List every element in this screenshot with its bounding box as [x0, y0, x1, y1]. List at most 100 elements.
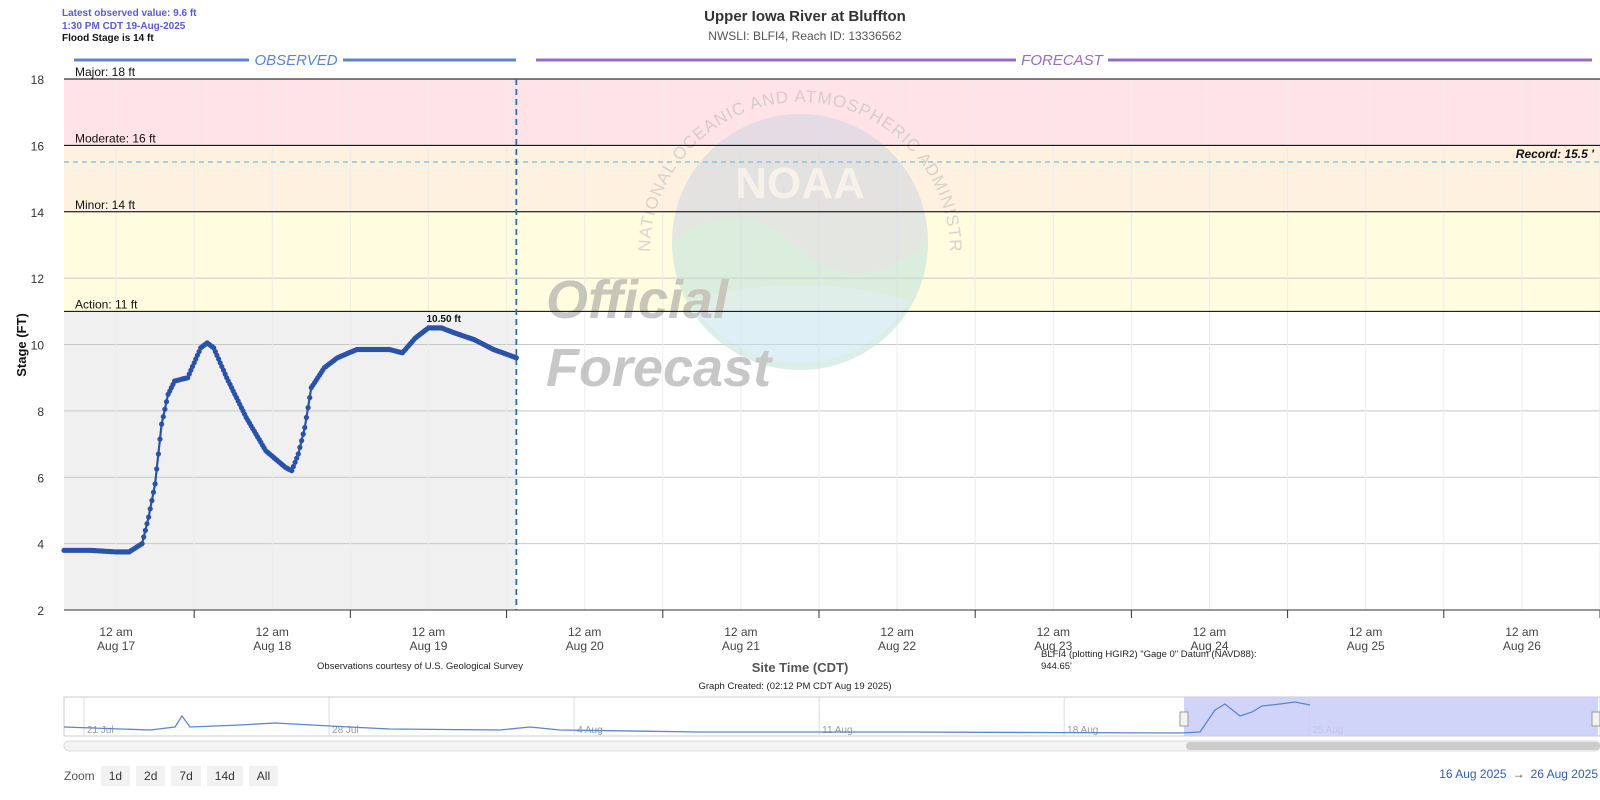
- latest-observed-time: 1:30 PM CDT 19-Aug-2025: [62, 20, 186, 32]
- datum-value: 944.65': [1041, 661, 1072, 672]
- y-tick-label: 2: [37, 604, 44, 618]
- observed-point: [163, 399, 170, 405]
- observed-point: [513, 355, 519, 361]
- watermark-official: Official: [546, 270, 729, 330]
- observed-point: [157, 436, 163, 442]
- zoom-label: Zoom: [64, 769, 95, 783]
- x-tick-label-date: Aug 25: [1347, 639, 1385, 653]
- x-tick-label-time: 12 am: [724, 625, 757, 639]
- noaa-logo-text: NOAA: [735, 159, 865, 208]
- range-to[interactable]: 26 Aug 2025: [1530, 767, 1598, 781]
- observed-point: [152, 481, 158, 487]
- x-tick-label-time: 12 am: [1037, 625, 1070, 639]
- peak-label: 10.50 ft: [426, 314, 461, 325]
- navigator-scrollbar-thumb[interactable]: [1186, 742, 1600, 750]
- observed-point: [146, 514, 152, 520]
- y-tick-label: 18: [31, 73, 45, 87]
- chart-subtitle: NWSLI: BLFI4, Reach ID: 13336562: [708, 29, 902, 43]
- zoom-7d-button[interactable]: 7d: [171, 766, 201, 786]
- latest-observation-box: Latest observed value: 9.6 ft 1:30 PM CD…: [62, 8, 197, 46]
- navigator-date-label: 18 Aug: [1067, 725, 1098, 736]
- observed-point: [294, 455, 300, 461]
- datum-note: BLFI4 (plotting HGIR2) "Gage 0" Datum (N…: [1041, 649, 1257, 660]
- x-tick-label-time: 12 am: [568, 625, 601, 639]
- navigator-handle-left[interactable]: [1179, 711, 1189, 727]
- observed-point: [155, 451, 161, 457]
- observed-point: [297, 444, 303, 450]
- threshold-label-minor: Minor: 14 ft: [75, 198, 136, 212]
- observed-point: [300, 431, 306, 437]
- x-tick-label-time: 12 am: [1349, 625, 1382, 639]
- observed-header: OBSERVED: [254, 52, 337, 69]
- x-tick-label-time: 12 am: [1505, 625, 1538, 639]
- observed-series: 10.50 ft: [61, 314, 519, 555]
- observed-point: [144, 521, 150, 527]
- observed-point: [150, 489, 157, 495]
- y-tick-label: 4: [37, 538, 44, 552]
- observed-point: [159, 421, 165, 427]
- zoom-all-button[interactable]: All: [248, 766, 279, 786]
- y-tick-label: 10: [31, 339, 45, 353]
- threshold-label-moderate: Moderate: 16 ft: [75, 131, 156, 145]
- observed-point: [305, 405, 311, 411]
- x-tick-label-time: 12 am: [880, 625, 913, 639]
- x-tick-label-time: 12 am: [412, 625, 445, 639]
- observed-point: [292, 459, 298, 465]
- usgs-credit: Observations courtesy of U.S. Geological…: [317, 661, 523, 672]
- navigator-date-label: 28 Jul: [332, 725, 359, 736]
- zoom-bar: Zoom 1d 2d 7d 14d All: [64, 766, 279, 786]
- observed-point: [289, 468, 295, 474]
- observed-point: [162, 406, 168, 412]
- forecast-header: FORECAST: [1021, 52, 1105, 69]
- observed-point: [154, 466, 160, 472]
- y-tick-label: 12: [31, 272, 45, 286]
- x-tick-label-date: Aug 19: [409, 639, 447, 653]
- threshold-label-action: Action: 11 ft: [75, 297, 138, 311]
- observed-point: [307, 395, 313, 401]
- zoom-14d-button[interactable]: 14d: [206, 766, 243, 786]
- x-tick-label-time: 12 am: [256, 625, 289, 639]
- observed-point: [142, 527, 148, 534]
- x-tick-label-date: Aug 20: [566, 639, 604, 653]
- x-tick-label-date: Aug 21: [722, 639, 760, 653]
- threshold-lines: Major: 18 ft Moderate: 16 ft Minor: 14 ft A…: [64, 65, 1600, 610]
- x-tick-label-date: Aug 17: [97, 639, 135, 653]
- y-tick-label: 16: [31, 139, 45, 153]
- record-label: Record: 15.5 ': [1516, 147, 1595, 161]
- observed-point: [290, 463, 296, 470]
- y-axis-title: Stage (FT): [14, 313, 29, 377]
- range-from[interactable]: 16 Aug 2025: [1439, 767, 1507, 781]
- observed-point: [149, 497, 155, 504]
- x-tick-label-date: Aug 22: [878, 639, 916, 653]
- x-tick-label-date: Aug 18: [253, 639, 291, 653]
- threshold-label-major: Major: 18 ft: [75, 65, 136, 79]
- date-range: 16 Aug 2025 → 26 Aug 2025: [1439, 767, 1598, 781]
- observed-point: [147, 506, 153, 512]
- watermark-forecast: Forecast: [546, 338, 773, 398]
- zoom-1d-button[interactable]: 1d: [100, 766, 131, 786]
- x-tick-label-date: Aug 24: [1190, 639, 1228, 653]
- section-headers: OBSERVED FORECAST: [74, 52, 1592, 69]
- observed-point: [299, 438, 305, 444]
- navigator-handle-right[interactable]: [1591, 711, 1600, 727]
- observed-point: [160, 414, 166, 420]
- noaa-logo-sea: [690, 285, 910, 363]
- y-tick-label: 14: [31, 206, 45, 220]
- graph-created: Graph Created: (02:12 PM CDT Aug 19 2025…: [698, 681, 891, 692]
- x-tick-label-time: 12 am: [1193, 625, 1226, 639]
- flood-category-bands: [64, 79, 1600, 610]
- range-arrow-icon: →: [1512, 767, 1525, 781]
- zoom-2d-button[interactable]: 2d: [136, 766, 166, 786]
- chart-title: Upper Iowa River at Bluffton: [704, 8, 906, 25]
- navigator-date-label: 11 Aug: [822, 725, 852, 736]
- y-tick-label: 8: [37, 405, 44, 419]
- observed-point: [139, 541, 145, 547]
- navigator-series-line: [63, 701, 1311, 734]
- x-axis-title: Site Time (CDT): [752, 660, 849, 675]
- observed-point: [302, 424, 308, 431]
- observed-point: [303, 414, 309, 421]
- x-tick-label-time: 12 am: [99, 625, 132, 639]
